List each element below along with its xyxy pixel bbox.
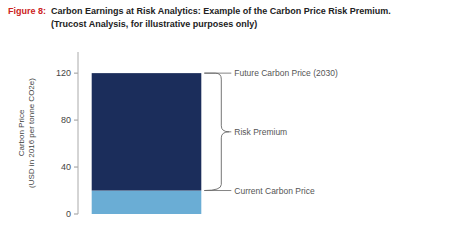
bracket [204,73,229,190]
annotation: Current Carbon Price [234,186,315,196]
y-axis-label-line: Carbon Price [17,109,26,156]
annotation-line [229,131,231,132]
subtitle: (Trucost Analysis, for illustrative purp… [51,19,257,29]
bars [92,73,202,214]
y-tick [74,214,78,215]
y-tick-label: 40 [61,162,71,172]
y-tick-label: 120 [56,68,71,78]
title: Carbon Earnings at Risk Analytics: Examp… [51,6,391,16]
y-tick [74,167,78,168]
y-axis-label: Carbon Price(USD in 2016 per tonne CO2e) [17,78,36,188]
y-axis-line [78,52,79,214]
y-tick [74,120,78,121]
annotation: Risk Premium [234,127,287,137]
bar-segment [92,73,202,190]
y-tick-label: 0 [66,209,71,219]
y-tick [74,73,78,74]
y-tick-label: 80 [61,115,71,125]
chart: Figure 8: Carbon Earnings at Risk Analyti… [0,0,474,229]
figure-label: Figure 8: [8,6,46,16]
annotation: Future Carbon Price (2030) [234,68,338,78]
bar-segment [92,191,202,214]
y-axis-label-line: (USD in 2016 per tonne CO2e) [27,78,36,188]
